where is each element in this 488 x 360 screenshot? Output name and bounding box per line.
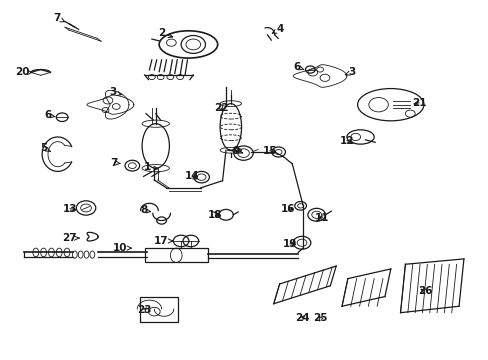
- Text: 26: 26: [417, 286, 431, 296]
- Text: 20: 20: [15, 67, 32, 77]
- Text: 21: 21: [411, 98, 426, 108]
- Text: 6: 6: [45, 111, 55, 121]
- Text: 16: 16: [281, 204, 295, 214]
- Text: 13: 13: [62, 204, 77, 214]
- Text: 19: 19: [282, 239, 296, 249]
- Text: 22: 22: [213, 103, 228, 113]
- Text: 1: 1: [143, 162, 158, 172]
- Text: 10: 10: [113, 243, 131, 253]
- Text: 8: 8: [140, 206, 150, 216]
- Text: 11: 11: [315, 213, 329, 222]
- Text: 24: 24: [294, 313, 309, 323]
- Text: 17: 17: [154, 236, 172, 246]
- Text: 18: 18: [207, 210, 222, 220]
- Text: 27: 27: [61, 233, 79, 243]
- Text: 4: 4: [272, 24, 283, 35]
- Text: 7: 7: [110, 158, 120, 168]
- Bar: [140, 297, 177, 321]
- Text: 25: 25: [312, 313, 326, 323]
- Text: 5: 5: [40, 143, 50, 153]
- Text: 9: 9: [232, 145, 242, 156]
- Text: 15: 15: [262, 145, 277, 156]
- Bar: [144, 248, 207, 262]
- Text: 14: 14: [184, 171, 199, 181]
- Text: 23: 23: [137, 305, 151, 315]
- Text: 7: 7: [53, 13, 64, 23]
- Text: 3: 3: [109, 87, 121, 97]
- Text: 6: 6: [293, 62, 303, 72]
- Text: 2: 2: [158, 28, 172, 38]
- Text: 12: 12: [339, 136, 353, 145]
- Text: 3: 3: [345, 67, 355, 77]
